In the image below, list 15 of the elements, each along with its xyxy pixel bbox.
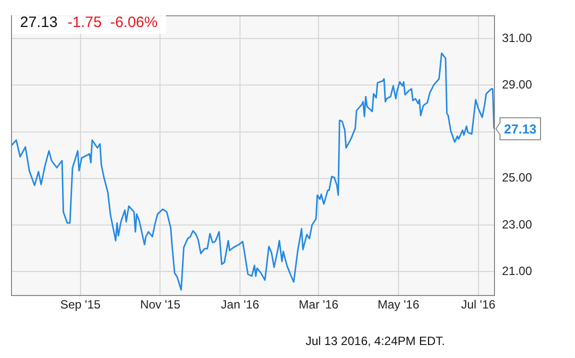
x-tick-label: Nov '15 xyxy=(140,298,181,312)
y-tick-label: 29.00 xyxy=(502,77,532,92)
x-tick-label: Jan '16 xyxy=(220,298,260,312)
text: Jul 13 2016, 4:24PM EDT. xyxy=(306,334,445,348)
y-tick-label: 31.00 xyxy=(502,30,532,45)
chart-subtitle: -1.75 -6.06% xyxy=(68,14,158,31)
y-tick-label: 23.00 xyxy=(502,217,532,232)
annotation: 27.13 xyxy=(504,121,537,136)
x-tick-label: Mar '16 xyxy=(298,298,339,312)
x-tick-label: Jul '16 xyxy=(461,298,496,312)
y-tick-label: 21.00 xyxy=(502,264,532,278)
y-tick-label: 25.00 xyxy=(502,170,532,185)
x-tick-label: May '16 xyxy=(378,298,420,312)
chart-title: 27.13 xyxy=(20,14,58,31)
x-tick-label: Sep '15 xyxy=(60,298,101,312)
